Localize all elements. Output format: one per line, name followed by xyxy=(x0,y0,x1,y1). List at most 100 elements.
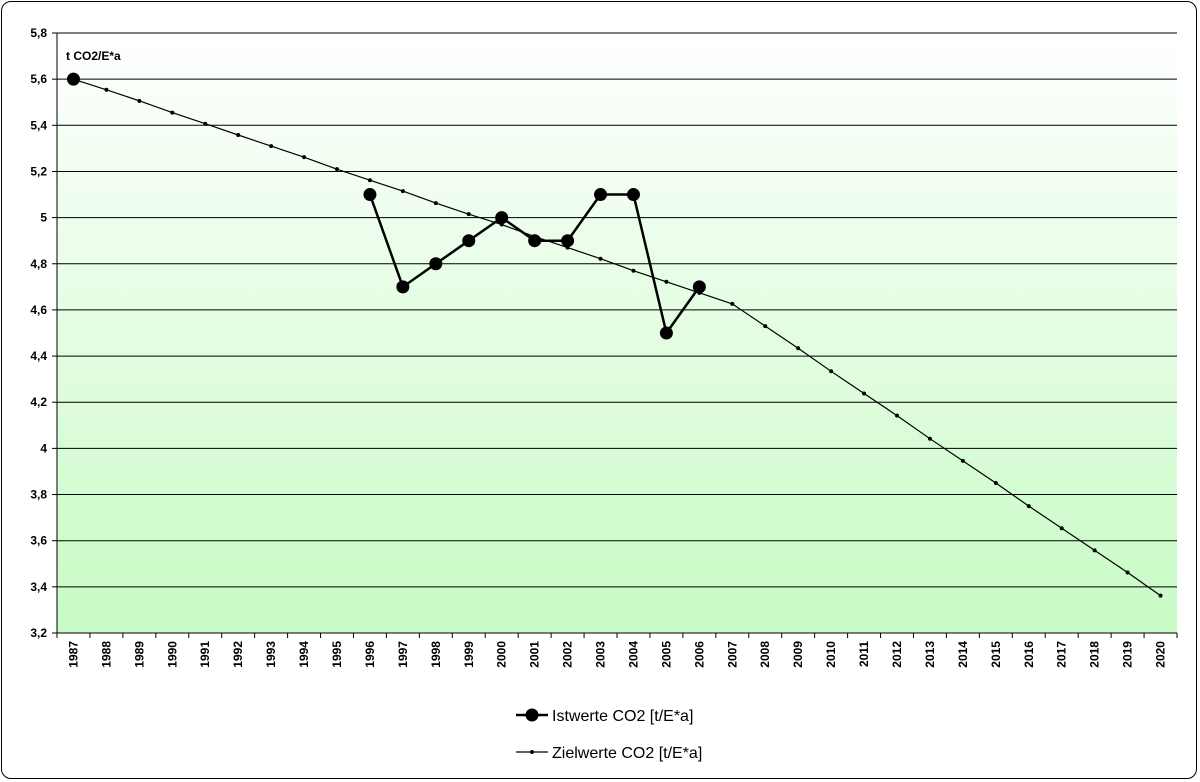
y-tick-label-2: 3,6 xyxy=(30,534,47,548)
point-zielwerte-2008 xyxy=(763,324,768,329)
x-tick-label-2000: 2000 xyxy=(495,641,509,668)
legend-label-zielwerte: Zielwerte CO2 [t/E*a] xyxy=(552,745,702,762)
y-tick-label-6: 4,4 xyxy=(30,349,47,363)
legend: Istwerte CO2 [t/E*a] Zielwerte CO2 [t/E*a… xyxy=(516,708,702,762)
y-tick-label-13: 5,8 xyxy=(30,26,47,40)
x-tick-label-2011: 2011 xyxy=(857,641,871,667)
x-tick-label-1995: 1995 xyxy=(330,641,344,668)
y-tick-label-11: 5,4 xyxy=(30,118,47,132)
point-istwerte-2002 xyxy=(561,234,575,248)
x-axis-tick-labels: 1987 1988 1989 1990 1991 1992 1993 1994 1995 1996… xyxy=(66,641,1167,668)
x-tick-label-1992: 1992 xyxy=(231,641,245,668)
x-tick-label-2006: 2006 xyxy=(692,641,706,668)
x-tick-label-1987: 1987 xyxy=(66,641,80,668)
point-zielwerte-1989 xyxy=(137,98,142,103)
point-istwerte-1998 xyxy=(429,257,443,271)
x-tick-label-1991: 1991 xyxy=(198,641,212,668)
point-istwerte-1987 xyxy=(66,72,80,86)
point-zielwerte-1992 xyxy=(236,133,241,137)
point-zielwerte-2004 xyxy=(631,268,636,273)
x-tick-label-2005: 2005 xyxy=(659,641,673,668)
point-zielwerte-1991 xyxy=(203,121,208,126)
y-tick-label-0: 3,2 xyxy=(30,626,47,640)
x-tick-label-2018: 2018 xyxy=(1088,641,1102,668)
point-istwerte-2000 xyxy=(495,211,509,225)
x-tick-label-2014: 2014 xyxy=(956,641,970,668)
y-tick-label-3: 3,8 xyxy=(30,488,47,502)
series-line-zielwerte xyxy=(73,78,1161,597)
plot-area xyxy=(57,33,1177,633)
point-zielwerte-2018 xyxy=(1092,548,1097,553)
x-tick-label-2020: 2020 xyxy=(1154,641,1168,668)
x-tick-label-2001: 2001 xyxy=(528,641,542,668)
point-zielwerte-2014 xyxy=(960,458,965,463)
point-zielwerte-2020 xyxy=(1158,593,1163,598)
point-zielwerte-2003 xyxy=(598,256,603,261)
point-istwerte-1996 xyxy=(363,188,377,202)
x-tick-label-1993: 1993 xyxy=(264,641,278,668)
point-zielwerte-2010 xyxy=(829,369,834,374)
y-tick-label-7: 4,6 xyxy=(30,303,47,317)
point-zielwerte-2013 xyxy=(927,436,932,441)
x-tick-label-2017: 2017 xyxy=(1055,641,1069,668)
point-istwerte-1997 xyxy=(396,280,410,294)
point-zielwerte-1996 xyxy=(367,178,372,183)
point-zielwerte-1999 xyxy=(466,212,471,217)
point-zielwerte-2016 xyxy=(1026,504,1031,509)
x-tick-label-1997: 1997 xyxy=(396,641,410,668)
point-istwerte-1999 xyxy=(462,234,476,248)
point-zielwerte-1997 xyxy=(400,189,405,194)
y-axis-tick-labels: 3,2 3,4 3,6 3,8 4 4,2 4,4 4,6 4,8 5 5,2 5,4 5,6 5,8 xyxy=(30,26,47,640)
y-tick-label-9: 5 xyxy=(40,211,47,225)
point-zielwerte-2011 xyxy=(862,391,867,396)
point-zielwerte-2017 xyxy=(1059,526,1064,531)
point-zielwerte-1990 xyxy=(170,110,175,115)
point-zielwerte-1988 xyxy=(104,87,109,92)
point-zielwerte-2012 xyxy=(895,413,899,418)
x-tick-label-2008: 2008 xyxy=(758,641,772,668)
point-istwerte-2004 xyxy=(626,188,640,202)
axes xyxy=(52,32,1178,638)
y-tick-label-4: 4 xyxy=(40,441,47,455)
legend-marker-zielwerte xyxy=(530,750,534,754)
y-unit-label: t CO2/E*a xyxy=(66,49,121,63)
point-istwerte-2006 xyxy=(692,280,706,294)
point-zielwerte-2005 xyxy=(664,279,669,284)
point-zielwerte-1998 xyxy=(433,201,438,206)
point-zielwerte-1995 xyxy=(335,167,339,172)
x-tick-label-1999: 1999 xyxy=(462,641,476,668)
legend-marker-istwerte xyxy=(525,708,539,722)
x-tick-label-2012: 2012 xyxy=(890,641,904,668)
point-zielwerte-1993 xyxy=(269,144,274,149)
x-tick-label-2015: 2015 xyxy=(989,641,1003,668)
point-zielwerte-2015 xyxy=(993,481,998,485)
point-zielwerte-1994 xyxy=(302,155,307,160)
x-tick-label-2002: 2002 xyxy=(561,641,575,668)
x-tick-label-1998: 1998 xyxy=(429,641,443,668)
x-tick-label-2004: 2004 xyxy=(626,641,640,668)
x-tick-label-2019: 2019 xyxy=(1121,641,1135,668)
x-tick-label-2016: 2016 xyxy=(1022,641,1036,668)
y-tick-label-1: 3,4 xyxy=(30,580,47,594)
x-tick-label-1996: 1996 xyxy=(363,641,377,668)
point-istwerte-2005 xyxy=(659,326,673,340)
x-tick-label-2003: 2003 xyxy=(594,641,608,668)
point-zielwerte-2019 xyxy=(1125,570,1130,575)
y-tick-label-12: 5,6 xyxy=(30,72,47,86)
point-istwerte-2001 xyxy=(528,234,542,248)
series-layer xyxy=(66,72,1163,598)
y-tick-label-10: 5,2 xyxy=(30,164,47,178)
x-tick-label-1994: 1994 xyxy=(297,641,311,668)
point-zielwerte-2007 xyxy=(730,301,735,306)
x-tick-label-2010: 2010 xyxy=(824,641,838,668)
y-tick-label-5: 4,2 xyxy=(30,395,47,409)
legend-label-istwerte: Istwerte CO2 [t/E*a] xyxy=(552,708,693,725)
grid-lines xyxy=(57,32,1177,588)
x-tick-label-1990: 1990 xyxy=(165,641,179,668)
point-istwerte-2003 xyxy=(594,188,608,202)
x-tick-label-2007: 2007 xyxy=(725,641,739,668)
x-tick-label-2009: 2009 xyxy=(791,641,805,668)
point-zielwerte-2009 xyxy=(796,346,801,351)
x-tick-label-2013: 2013 xyxy=(923,641,937,668)
